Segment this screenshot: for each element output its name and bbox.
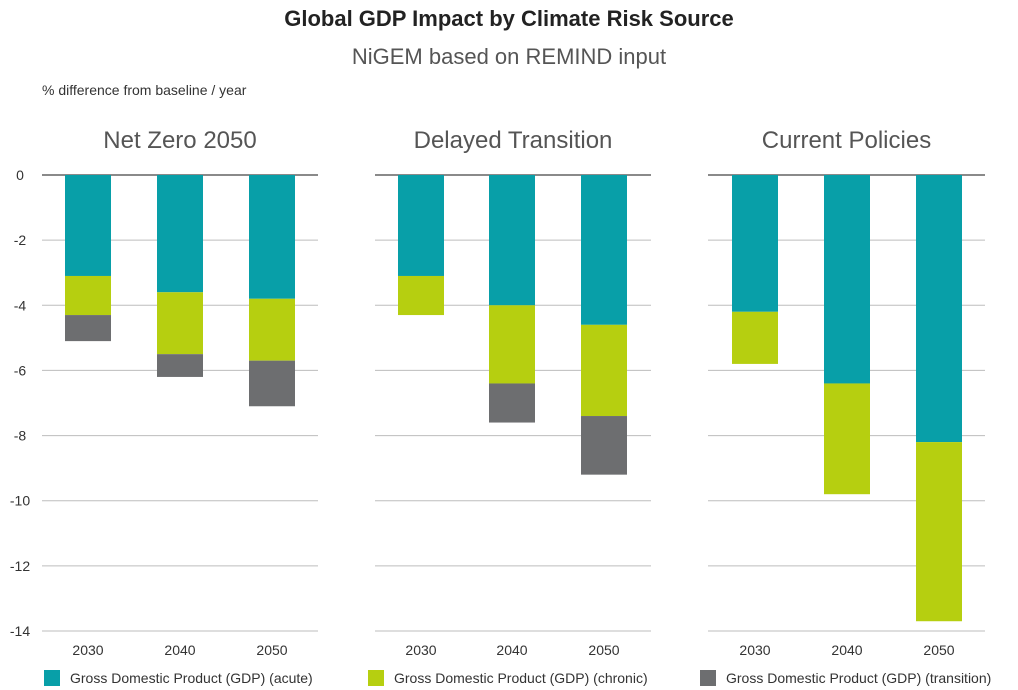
y-tick-label: 0 bbox=[16, 167, 24, 183]
bar-chronic bbox=[398, 275, 444, 316]
bar-transition bbox=[157, 354, 203, 377]
x-category-label: 2030 bbox=[72, 642, 103, 658]
x-category-label: 2050 bbox=[588, 642, 619, 658]
y-tick-label: -12 bbox=[10, 558, 30, 574]
x-category-label: 2030 bbox=[405, 642, 436, 658]
bar-chronic bbox=[489, 305, 535, 384]
x-category-label: 2040 bbox=[831, 642, 862, 658]
chart-title: Global GDP Impact by Climate Risk Source bbox=[284, 6, 734, 31]
legend-swatch-chronic bbox=[368, 670, 384, 686]
bar-acute bbox=[824, 175, 870, 384]
x-category-label: 2050 bbox=[256, 642, 287, 658]
bar-acute bbox=[581, 175, 627, 325]
y-tick-label: -8 bbox=[14, 428, 27, 444]
legend-swatch-acute bbox=[44, 670, 60, 686]
bar-acute bbox=[157, 175, 203, 293]
bar-acute bbox=[732, 175, 778, 312]
legend-label-transition: Gross Domestic Product (GDP) (transition… bbox=[726, 670, 991, 686]
x-category-label: 2040 bbox=[496, 642, 527, 658]
y-tick-label: -2 bbox=[14, 232, 27, 248]
bar-transition bbox=[65, 315, 111, 342]
panel-title: Current Policies bbox=[762, 127, 931, 154]
bar-chronic bbox=[157, 292, 203, 355]
legend-swatch-transition bbox=[700, 670, 716, 686]
bar-chronic bbox=[824, 383, 870, 495]
bar-acute bbox=[249, 175, 295, 299]
bar-chronic bbox=[65, 275, 111, 316]
panel-title: Delayed Transition bbox=[414, 127, 613, 154]
y-tick-label: -4 bbox=[14, 297, 27, 313]
bar-chronic bbox=[732, 311, 778, 364]
y-axis-label: % difference from baseline / year bbox=[42, 82, 247, 98]
bar-chronic bbox=[249, 298, 295, 361]
bar-acute bbox=[65, 175, 111, 276]
y-tick-label: -10 bbox=[10, 493, 30, 509]
bar-transition bbox=[489, 383, 535, 423]
bar-acute bbox=[916, 175, 962, 443]
legend-label-chronic: Gross Domestic Product (GDP) (chronic) bbox=[394, 670, 648, 686]
bar-transition bbox=[581, 416, 627, 475]
bar-acute bbox=[398, 175, 444, 276]
bar-transition bbox=[249, 360, 295, 407]
bar-chronic bbox=[916, 442, 962, 622]
bar-acute bbox=[489, 175, 535, 306]
x-category-label: 2050 bbox=[923, 642, 954, 658]
chart-subtitle: NiGEM based on REMIND input bbox=[351, 44, 667, 69]
panel-title: Net Zero 2050 bbox=[103, 127, 256, 154]
bar-chronic bbox=[581, 324, 627, 417]
x-category-label: 2030 bbox=[739, 642, 770, 658]
legend-label-acute: Gross Domestic Product (GDP) (acute) bbox=[70, 670, 313, 686]
x-category-label: 2040 bbox=[164, 642, 195, 658]
y-tick-label: -14 bbox=[10, 623, 30, 639]
y-tick-label: -6 bbox=[14, 362, 27, 378]
